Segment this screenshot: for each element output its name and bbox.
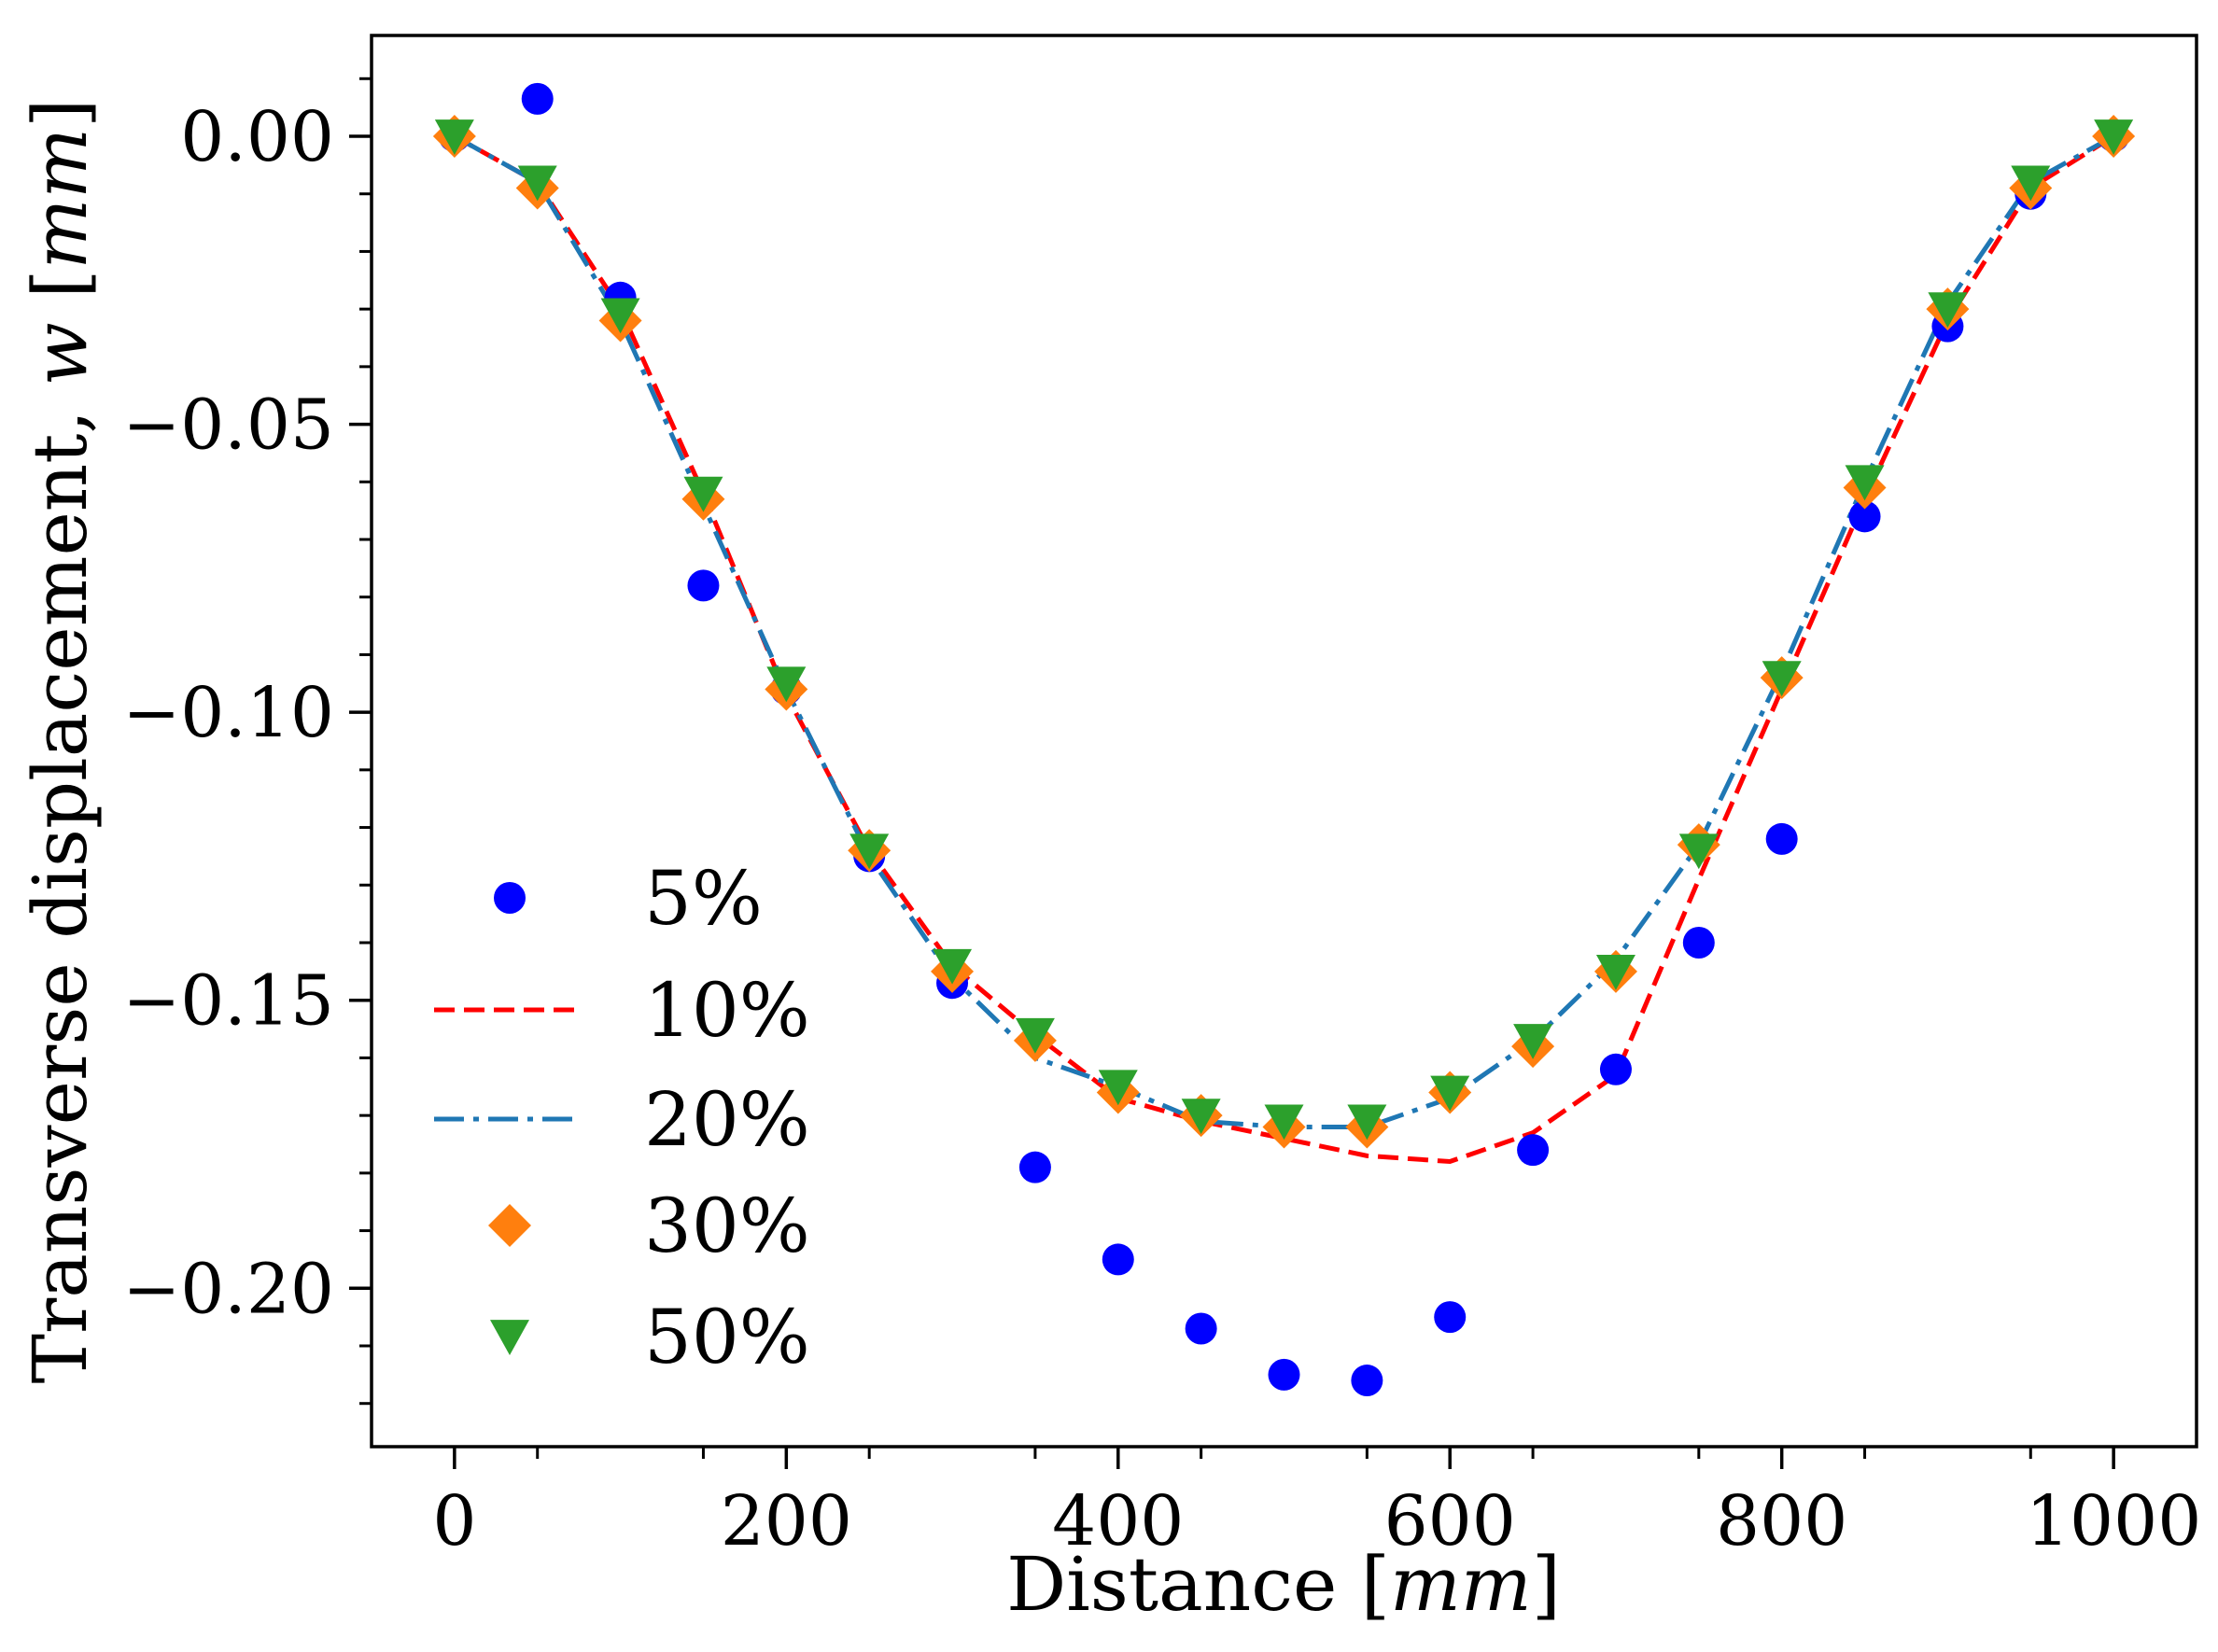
data-point: [521, 82, 554, 115]
y-tick-label: 0.00: [180, 97, 334, 177]
x-tick-label: 200: [721, 1481, 852, 1561]
series-line: [453, 133, 2115, 1165]
data-point: [1264, 1104, 1304, 1141]
x-axis-title-prefix: Distance [: [1006, 1541, 1390, 1628]
data-point: [687, 569, 720, 602]
legend-label: 5%: [644, 855, 763, 942]
series-layer: [432, 82, 2136, 1397]
data-point: [766, 666, 807, 703]
data-point: [1678, 833, 1719, 870]
legend-item: 10%: [434, 967, 810, 1054]
data-point: [1513, 1024, 1553, 1059]
y-tick-label: −0.10: [122, 673, 334, 753]
data-point: [1599, 1053, 1632, 1085]
y-axis-title-suffix: ]: [17, 99, 104, 128]
data-point: [1848, 500, 1881, 533]
x-tick-label: 400: [1052, 1481, 1184, 1561]
legend-swatch: [490, 1320, 529, 1355]
data-point: [600, 298, 640, 334]
data-point: [1102, 1243, 1134, 1276]
tick-labels: 0 200 400 600 800 1000 0.00 −0.05 −0.10 −0.15 −0.2…: [122, 97, 2201, 1561]
y-axis-title-mid: [: [17, 270, 104, 323]
data-point: [1682, 927, 1715, 959]
x-tick-label: 0: [432, 1481, 476, 1561]
data-point: [1018, 1151, 1051, 1183]
x-tick-label: 600: [1384, 1481, 1516, 1561]
legend: 5% 10% 20% 30% 50%: [434, 855, 810, 1380]
minor-ticks: [359, 77, 2032, 1459]
data-point: [2094, 119, 2134, 155]
x-axis-title-suffix: ]: [1532, 1541, 1561, 1628]
major-ticks: [349, 134, 2115, 1469]
plot-frame: [370, 34, 2198, 1449]
data-point: [1351, 1365, 1383, 1397]
legend-label: 20%: [644, 1076, 810, 1163]
data-point: [1268, 1358, 1300, 1391]
legend-label: 50%: [644, 1294, 810, 1380]
x-axis-title: Distance [mm]: [1006, 1541, 1561, 1628]
x-tick-label: 800: [1716, 1481, 1847, 1561]
legend-label: 10%: [644, 967, 810, 1054]
legend-swatch: [494, 882, 526, 914]
x-axis-title-unit: mm: [1390, 1541, 1532, 1628]
data-point: [1098, 1070, 1138, 1106]
data-point: [1015, 1017, 1055, 1054]
series-10pct: [453, 133, 2115, 1165]
y-axis-title-var: w: [17, 322, 104, 385]
data-point: [1434, 1301, 1467, 1334]
legend-swatch: [488, 1204, 531, 1247]
legend-item: 30%: [488, 1183, 810, 1269]
data-point: [1430, 1075, 1470, 1112]
legend-item: 20%: [434, 1076, 810, 1163]
y-tick-label: −0.15: [122, 961, 334, 1042]
data-point: [1762, 661, 1802, 697]
data-point: [683, 476, 723, 512]
x-tick-label: 1000: [2026, 1481, 2201, 1561]
y-tick-label: −0.05: [122, 385, 334, 466]
data-point: [434, 119, 474, 155]
y-axis-title: Transverse displacement, w [mm]: [17, 99, 104, 1384]
data-point: [1181, 1099, 1221, 1135]
data-point: [1185, 1312, 1217, 1345]
legend-item: 5%: [494, 855, 763, 942]
data-point: [517, 165, 557, 202]
series-50pct: [434, 119, 2134, 1141]
data-point: [849, 833, 890, 870]
legend-item: 50%: [490, 1294, 810, 1380]
data-point: [1765, 822, 1798, 855]
y-axis-title-unit: mm: [17, 128, 104, 270]
data-point: [2011, 165, 2051, 202]
data-point: [1517, 1134, 1550, 1167]
data-point: [1347, 1104, 1387, 1141]
data-point: [1928, 292, 1968, 329]
y-tick-label: −0.20: [122, 1249, 334, 1329]
data-point: [1595, 955, 1635, 990]
data-point: [1845, 465, 1885, 501]
data-point: [933, 948, 973, 985]
legend-label: 30%: [644, 1183, 810, 1269]
y-axis-title-prefix: Transverse displacement,: [17, 386, 104, 1384]
